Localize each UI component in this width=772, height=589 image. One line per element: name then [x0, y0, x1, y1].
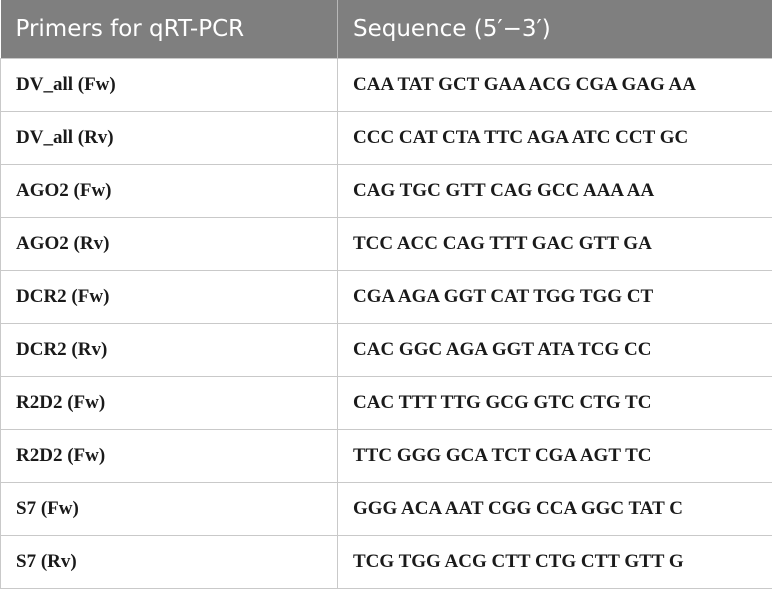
sequence-cell: CCC CAT CTA TTC AGA ATC CCT GC	[337, 110, 772, 164]
primer-name-cell: S7 (Fw)	[0, 481, 338, 535]
primer-name-cell: AGO2 (Fw)	[0, 163, 338, 217]
sequence-cell: TCG TGG ACG CTT CTG CTT GTT G	[337, 534, 772, 589]
primer-name-cell: S7 (Rv)	[0, 534, 338, 589]
sequence-cell: CAG TGC GTT CAG GCC AAA AA	[337, 163, 772, 217]
sequence-cell: TCC ACC CAG TTT GAC GTT GA	[337, 216, 772, 270]
primer-name-cell: AGO2 (Rv)	[0, 216, 338, 270]
table-row: AGO2 (Rv) TCC ACC CAG TTT GAC GTT GA	[0, 216, 772, 270]
sequence-cell: CAA TAT GCT GAA ACG CGA GAG AA	[337, 57, 772, 111]
primer-name-cell: DV_all (Fw)	[0, 57, 338, 111]
table-row: R2D2 (Fw) TTC GGG GCA TCT CGA AGT TC	[0, 428, 772, 482]
table-header: Primers for qRT-PCR Sequence (5′−3′)	[0, 0, 772, 58]
primer-name-cell: DCR2 (Rv)	[0, 322, 338, 376]
sequence-cell: CAC GGC AGA GGT ATA TCG CC	[337, 322, 772, 376]
table-body: DV_all (Fw) CAA TAT GCT GAA ACG CGA GAG …	[0, 57, 772, 589]
table-row: DCR2 (Fw) CGA AGA GGT CAT TGG TGG CT	[0, 269, 772, 323]
sequence-cell: CGA AGA GGT CAT TGG TGG CT	[337, 269, 772, 323]
header-primers: Primers for qRT-PCR	[0, 0, 338, 58]
header-row: Primers for qRT-PCR Sequence (5′−3′)	[0, 0, 772, 58]
primer-name-cell: R2D2 (Fw)	[0, 428, 338, 482]
table-row: AGO2 (Fw) CAG TGC GTT CAG GCC AAA AA	[0, 163, 772, 217]
primer-name-cell: DV_all (Rv)	[0, 110, 338, 164]
table-row: DV_all (Rv) CCC CAT CTA TTC AGA ATC CCT …	[0, 110, 772, 164]
table-row: DV_all (Fw) CAA TAT GCT GAA ACG CGA GAG …	[0, 57, 772, 111]
sequence-cell: GGG ACA AAT CGG CCA GGC TAT C	[337, 481, 772, 535]
primer-name-cell: DCR2 (Fw)	[0, 269, 338, 323]
primer-name-cell: R2D2 (Fw)	[0, 375, 338, 429]
sequence-cell: CAC TTT TTG GCG GTC CTG TC	[337, 375, 772, 429]
table-row: S7 (Rv) TCG TGG ACG CTT CTG CTT GTT G	[0, 534, 772, 589]
table-row: R2D2 (Fw) CAC TTT TTG GCG GTC CTG TC	[0, 375, 772, 429]
header-sequence: Sequence (5′−3′)	[337, 0, 772, 58]
table-row: DCR2 (Rv) CAC GGC AGA GGT ATA TCG CC	[0, 322, 772, 376]
sequence-cell: TTC GGG GCA TCT CGA AGT TC	[337, 428, 772, 482]
table-row: S7 (Fw) GGG ACA AAT CGG CCA GGC TAT C	[0, 481, 772, 535]
